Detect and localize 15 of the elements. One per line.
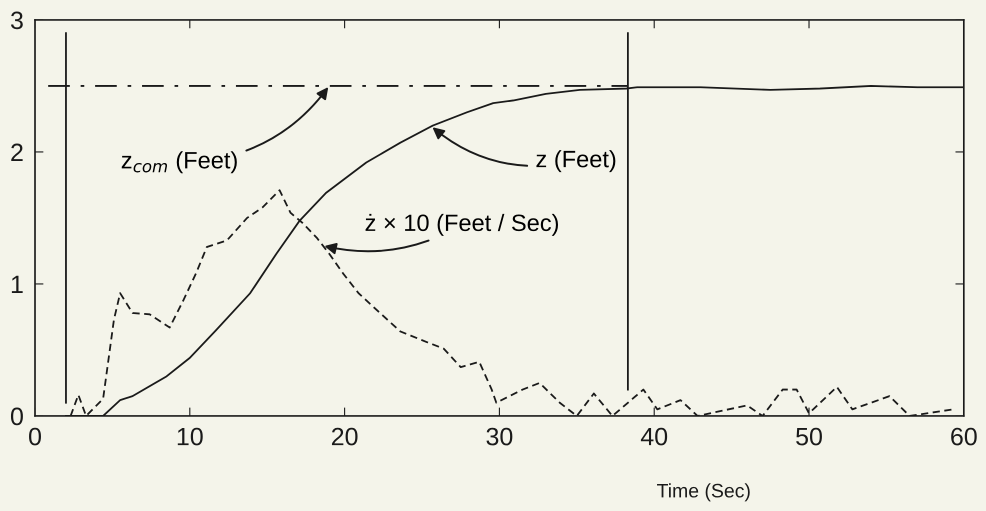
legend-label: z (Feet) (536, 150, 616, 172)
x-tick-label: 0 (29, 428, 41, 446)
x-tick-label: 10 (178, 428, 203, 446)
y-tick-label: 0 (10, 408, 23, 426)
x-axis-title: Time (Sec) (657, 483, 750, 502)
x-tick-label: 40 (640, 428, 668, 446)
series-label: ż × 10 (Feet / Sec) (366, 214, 558, 236)
y-tick-label: 1 (12, 276, 23, 294)
y-tick-label: 2 (11, 144, 23, 161)
x-tick-label: 30 (486, 428, 512, 446)
x-tick-label: 20 (332, 428, 358, 446)
text: z$_{com}$ (Feet) (122, 151, 237, 174)
x-tick-label: 60 (951, 428, 977, 446)
x-tick-label: 50 (796, 428, 822, 446)
y-tick-label: 3 (10, 12, 23, 30)
